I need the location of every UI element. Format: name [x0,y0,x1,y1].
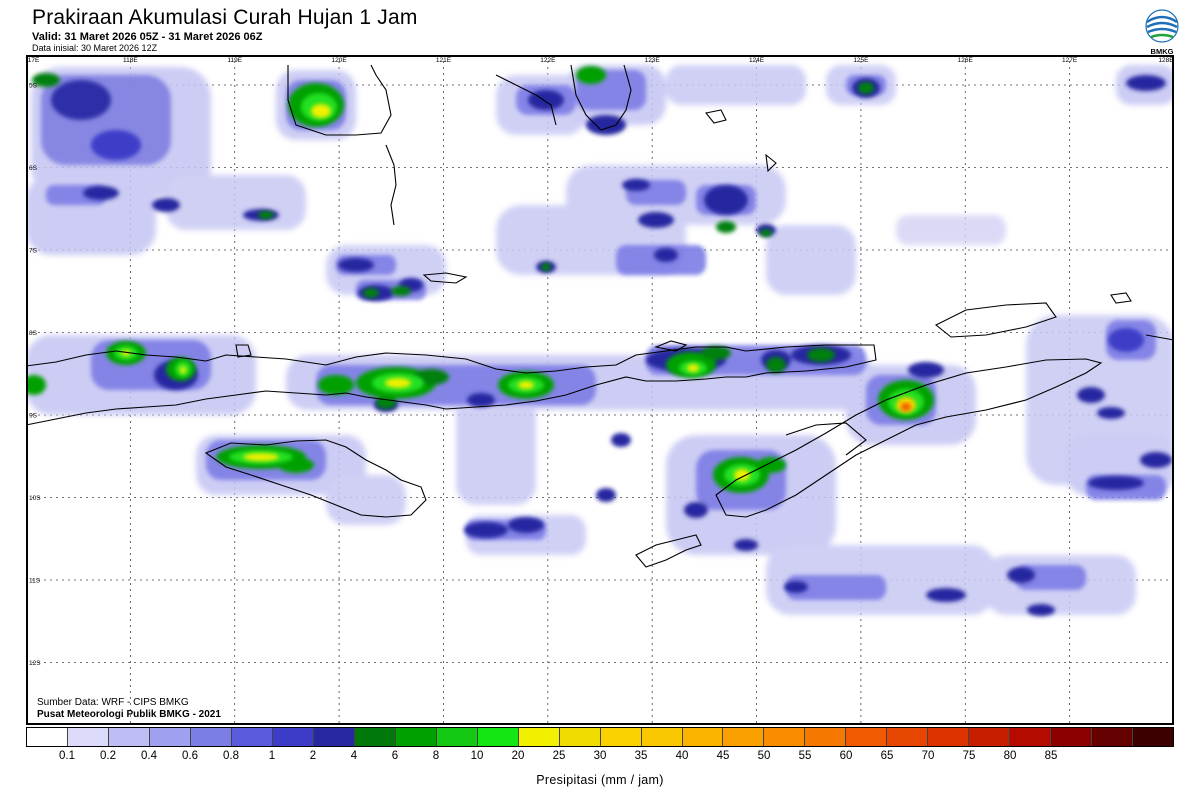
legend-swatch [887,728,929,746]
lon-tick-label: 121E [436,57,452,64]
legend-labels: 0.1 0.2 0.4 0.6 0.8 1 2 4 6 8 10 20 25 30 35 40 45 50 55 60… [26,750,1174,764]
legend-label: 10 [470,750,484,762]
legend-label: 80 [1003,750,1017,762]
legend-swatch [149,728,191,746]
legend-swatch [846,728,888,746]
legend-swatch [395,728,437,746]
legend-swatch [231,728,273,746]
logo-text: BMKG [1151,47,1174,56]
legend-swatch [682,728,724,746]
source-credit: Sumber Data: WRF - CIPS BMKG Pusat Meteo… [37,697,221,721]
legend-label: 1 [268,750,276,762]
legend-label: 0.4 [141,750,157,762]
lon-tick-label: 120E [331,57,347,64]
legend-swatch [1133,728,1174,746]
legend-swatch [1092,728,1134,746]
legend-swatch [1051,728,1093,746]
legend-label: 0.6 [182,750,198,762]
lon-tick-label: 128E [1158,57,1174,64]
lat-tick-label: 10S [29,495,41,502]
rainfall-map: 117E 118E 119E 120E 121E 122E 123E 124E 125E 126E… [26,55,1174,725]
legend-label: 4 [350,750,358,762]
lon-tick-label: 125E [853,57,869,64]
legend-label: 70 [921,750,935,762]
legend-label: 30 [593,750,607,762]
rainfall-field [26,65,1174,616]
valid-time: Valid: 31 Maret 2026 05Z - 31 Maret 2026… [32,31,263,43]
legend-swatch [190,728,232,746]
legend-swatch [518,728,560,746]
publisher: Pusat Meteorologi Publik BMKG - 2021 [37,709,221,720]
lon-tick-label: 123E [645,57,661,64]
legend-label: 40 [675,750,689,762]
bmkg-logo-icon: BMKG [1145,9,1179,56]
legend-label: 45 [716,750,730,762]
legend-swatch [969,728,1011,746]
legend-swatch [67,728,109,746]
legend-title: Presipitasi (mm / jam) [536,773,664,787]
legend-label: 8 [432,750,440,762]
legend-label: 35 [634,750,648,762]
legend-label: 6 [391,750,399,762]
legend-label: 85 [1044,750,1058,762]
lon-tick-label: 119E [227,57,242,64]
legend-colorbar [26,727,1174,747]
legend-swatch [764,728,806,746]
legend-label: 65 [880,750,894,762]
axis-tick-labels: 117E 118E 119E 120E 121E 122E 123E 124E 125E 126E… [26,57,1174,667]
legend-swatch [805,728,847,746]
legend-label: 20 [511,750,525,762]
legend-swatch [108,728,150,746]
legend-label: 2 [309,750,317,762]
map-title: Prakiraan Akumulasi Curah Hujan 1 Jam [32,6,418,29]
lon-tick-label: 124E [749,57,765,64]
lon-tick-label: 118E [123,57,138,64]
legend-swatch [354,728,396,746]
legend-label: 75 [962,750,976,762]
data-source: Sumber Data: WRF - CIPS BMKG [37,697,189,708]
legend-swatch [928,728,970,746]
initial-data-time: Data inisial: 30 Maret 2026 12Z [32,43,158,53]
lat-tick-label: 6S [29,165,38,172]
legend-label: 55 [798,750,812,762]
lon-tick-label: 126E [958,57,974,64]
lat-tick-label: 11S [29,578,41,585]
coastlines [26,64,1174,568]
map-frame [26,55,1174,725]
legend-label: 0.1 [59,750,75,762]
legend-swatch [723,728,765,746]
legend-swatch [436,728,478,746]
legend-swatch [600,728,642,746]
legend-swatch [272,728,314,746]
legend-swatch [559,728,601,746]
legend-label: 60 [839,750,853,762]
lat-tick-label: 12S [29,660,41,667]
lon-tick-label: 127E [1062,57,1078,64]
lon-tick-label: 122E [540,57,556,64]
legend-swatch [27,728,68,746]
legend-label: 50 [757,750,771,762]
legend-swatch [1010,728,1052,746]
lat-tick-label: 5S [29,83,38,90]
lon-tick-label: 117E [26,57,40,64]
lat-tick-label: 9S [29,413,38,420]
legend-label: 0.2 [100,750,116,762]
legend-label: 25 [552,750,566,762]
legend-swatch [641,728,683,746]
legend-swatch [313,728,355,746]
lat-tick-label: 7S [29,248,38,255]
legend-swatch [477,728,519,746]
legend-label: 0.8 [223,750,239,762]
lat-tick-label: 8S [29,330,38,337]
